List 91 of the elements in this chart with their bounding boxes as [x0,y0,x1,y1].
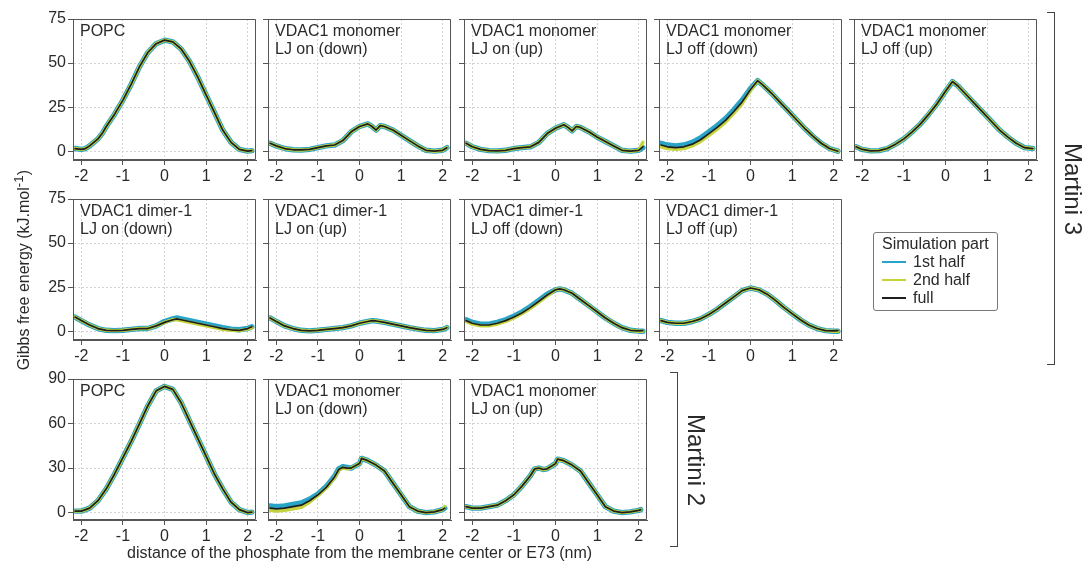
x-tick-label: 2 [438,527,448,545]
text: Martini 3 [1059,142,1088,235]
x-tick-label: -2 [855,167,870,185]
x-tick-label: 0 [746,347,756,365]
x-tick-label: -2 [269,527,284,545]
x-tick-label: 2 [438,167,448,185]
x-axis-title: distance of the phosphate from the membrane center or E73 (nm) [127,544,593,562]
x-tick-label: -2 [465,347,480,365]
x-tick-label: 2 [634,347,644,365]
x-tick-label: 2 [243,167,253,185]
x-tick-label: -1 [115,167,131,185]
x-tick-label: -1 [506,167,522,185]
x-tick-label: 1 [201,347,211,365]
text: VDAC1 monomer LJ off (down) [666,22,793,58]
x-tick-label: -2 [465,167,480,185]
x-tick-label: 0 [551,347,561,365]
chart-title: POPC [80,382,126,400]
y-tick-label: 60 [48,413,67,431]
x-tick-label: 0 [355,167,365,185]
x-tick-label: -2 [660,347,675,365]
y-tick-label: 0 [57,502,67,520]
text: VDAC1 dimer-1 LJ off (down) [471,202,584,238]
x-tick-label: -2 [465,527,480,545]
legend-label: 1st half [913,253,965,271]
y-tick-label: 30 [48,458,67,476]
y-tick-label: 50 [48,53,67,71]
x-tick-label: 2 [438,347,448,365]
y-tick-label: 50 [48,233,67,251]
text: VDAC1 dimer-1 LJ off (up) [666,202,779,238]
x-tick-label: -2 [74,167,89,185]
x-tick-label: 0 [941,167,951,185]
x-tick-label: -2 [269,347,284,365]
x-tick-label: 1 [592,527,602,545]
x-tick-label: 2 [634,527,644,545]
y-tick-label: 25 [48,277,67,295]
y-tick-label: 90 [48,369,67,387]
text: VDAC1 monomer LJ off (up) [861,22,988,58]
x-tick-label: 1 [787,167,797,185]
x-tick-label: 1 [201,167,211,185]
legend-label: full [913,289,934,307]
legend-label: 2nd half [913,271,970,289]
x-tick-label: -1 [115,347,131,365]
x-tick-label: 2 [829,347,839,365]
y-tick-label: 0 [57,321,67,339]
x-tick-label: 2 [634,167,644,185]
x-tick-label: 1 [592,347,602,365]
x-tick-label: 0 [160,167,170,185]
text: VDAC1 dimer-1 LJ on (down) [80,202,193,238]
y-tick-label: 75 [48,9,67,27]
x-tick-label: 1 [396,347,406,365]
x-tick-label: 2 [1024,167,1034,185]
y-tick-label: 0 [57,141,67,159]
x-tick-label: -1 [701,167,717,185]
x-tick-label: -1 [310,347,326,365]
x-tick-label: 0 [355,347,365,365]
x-tick-label: -1 [506,347,522,365]
x-tick-label: -1 [310,167,326,185]
x-tick-label: -2 [269,167,284,185]
text: VDAC1 dimer-1 LJ on (up) [275,202,388,238]
chart-title: POPC [80,22,126,40]
text: VDAC1 monomer LJ on (down) [275,22,402,58]
x-tick-label: 1 [787,347,797,365]
x-tick-label: 0 [160,527,170,545]
x-tick-label: 0 [746,167,756,185]
x-tick-label: -2 [660,167,675,185]
x-tick-label: -2 [74,527,89,545]
text: VDAC1 monomer LJ on (down) [275,382,402,418]
x-tick-label: -1 [310,527,326,545]
x-tick-label: 0 [551,527,561,545]
text: VDAC1 monomer LJ on (up) [471,382,598,418]
x-tick-label: 1 [982,167,992,185]
x-tick-label: 2 [243,347,253,365]
x-tick-label: -1 [896,167,912,185]
x-tick-label: 0 [551,167,561,185]
x-tick-label: 1 [592,167,602,185]
legend-title: Simulation part [882,235,989,253]
text: VDAC1 monomer LJ on (up) [471,22,598,58]
x-tick-label: -1 [115,527,131,545]
x-tick-label: 0 [355,527,365,545]
x-tick-label: 2 [829,167,839,185]
x-tick-label: -1 [506,527,522,545]
y-tick-label: 25 [48,97,67,115]
x-tick-label: 1 [396,527,406,545]
x-tick-label: -2 [74,347,89,365]
x-tick-label: 2 [243,527,253,545]
x-tick-label: 0 [160,347,170,365]
x-tick-label: 1 [396,167,406,185]
x-tick-label: 1 [201,527,211,545]
x-tick-label: -1 [701,347,717,365]
text: Martini 2 [682,413,711,506]
y-tick-label: 75 [48,189,67,207]
